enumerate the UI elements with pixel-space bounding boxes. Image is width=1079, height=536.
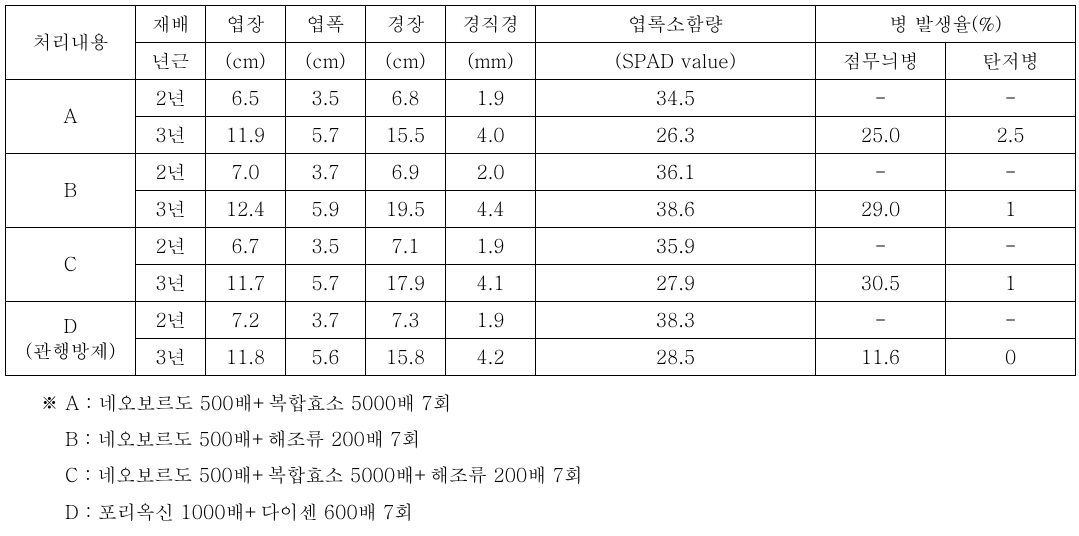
header-disease: 병 발생율(%) bbox=[816, 6, 1076, 43]
cell-year: 2년 bbox=[136, 302, 206, 339]
cell-spot: 29.0 bbox=[816, 191, 946, 228]
cell-leaf-w: 3.7 bbox=[286, 302, 366, 339]
cell-spot: - bbox=[816, 80, 946, 117]
table-notes: ※ A : 네오보르도 500배+복합효소 5000배 7회B : 네오보르도 … bbox=[5, 386, 1074, 529]
header-stemlen-bot: (cm) bbox=[366, 43, 446, 80]
cell-anth: 2.5 bbox=[946, 117, 1076, 154]
table-row: C2년6.73.57.11.935.9-- bbox=[6, 228, 1076, 265]
cell-leaf-w: 5.7 bbox=[286, 265, 366, 302]
cell-spot: - bbox=[816, 302, 946, 339]
cell-chl: 36.1 bbox=[536, 154, 816, 191]
cell-year: 3년 bbox=[136, 117, 206, 154]
cell-leaf-w: 5.7 bbox=[286, 117, 366, 154]
header-leafw-bot: (cm) bbox=[286, 43, 366, 80]
cell-spot: 30.5 bbox=[816, 265, 946, 302]
cell-anth: - bbox=[946, 302, 1076, 339]
cell-spot: - bbox=[816, 228, 946, 265]
cell-chl: 26.3 bbox=[536, 117, 816, 154]
cell-leaf-w: 3.5 bbox=[286, 228, 366, 265]
cell-leaf-len: 11.8 bbox=[206, 339, 286, 376]
cell-anth: - bbox=[946, 80, 1076, 117]
header-spot: 점무늬병 bbox=[816, 43, 946, 80]
table-row: A2년6.53.56.81.934.5-- bbox=[6, 80, 1076, 117]
header-year-bot: 년근 bbox=[136, 43, 206, 80]
cell-leaf-w: 5.6 bbox=[286, 339, 366, 376]
cell-leaf-w: 3.5 bbox=[286, 80, 366, 117]
note-line: D : 포리옥신 1000배+다이센 600배 7회 bbox=[65, 495, 1074, 529]
cell-anth: 1 bbox=[946, 265, 1076, 302]
cell-chl: 38.6 bbox=[536, 191, 816, 228]
cell-leaf-len: 12.4 bbox=[206, 191, 286, 228]
table-row: B2년7.03.76.92.036.1-- bbox=[6, 154, 1076, 191]
cell-year: 3년 bbox=[136, 265, 206, 302]
cell-stem-len: 6.9 bbox=[366, 154, 446, 191]
table-row: 3년11.95.715.54.026.325.02.5 bbox=[6, 117, 1076, 154]
cell-stem-d: 1.9 bbox=[446, 80, 536, 117]
cell-leaf-len: 6.5 bbox=[206, 80, 286, 117]
cell-chl: 34.5 bbox=[536, 80, 816, 117]
cell-stem-d: 4.2 bbox=[446, 339, 536, 376]
cell-leaf-w: 5.9 bbox=[286, 191, 366, 228]
cell-anth: - bbox=[946, 154, 1076, 191]
cell-stem-d: 4.4 bbox=[446, 191, 536, 228]
group-label: A bbox=[6, 80, 136, 154]
cell-year: 2년 bbox=[136, 154, 206, 191]
cell-stem-len: 19.5 bbox=[366, 191, 446, 228]
table-row: 3년11.85.615.84.228.511.60 bbox=[6, 339, 1076, 376]
cell-year: 2년 bbox=[136, 228, 206, 265]
header-leaflen-top: 엽장 bbox=[206, 6, 286, 43]
group-label: C bbox=[6, 228, 136, 302]
cell-year: 3년 bbox=[136, 339, 206, 376]
header-stemd-bot: (mm) bbox=[446, 43, 536, 80]
table-row: 3년11.75.717.94.127.930.51 bbox=[6, 265, 1076, 302]
header-anth: 탄저병 bbox=[946, 43, 1076, 80]
cell-spot: 11.6 bbox=[816, 339, 946, 376]
header-chl-top: 엽록소함량 bbox=[536, 6, 816, 43]
note-line: B : 네오보르도 500배+해조류 200배 7회 bbox=[65, 422, 1074, 456]
cell-chl: 28.5 bbox=[536, 339, 816, 376]
note-line: C : 네오보르도 500배+복합효소 5000배+해조류 200배 7회 bbox=[65, 458, 1074, 492]
cell-leaf-len: 7.0 bbox=[206, 154, 286, 191]
cell-leaf-len: 11.9 bbox=[206, 117, 286, 154]
cell-anth: - bbox=[946, 228, 1076, 265]
cell-stem-d: 2.0 bbox=[446, 154, 536, 191]
header-treatment: 처리내용 bbox=[6, 6, 136, 80]
header-stemd-top: 경직경 bbox=[446, 6, 536, 43]
table-row: D(관행방제)2년7.23.77.31.938.3-- bbox=[6, 302, 1076, 339]
cell-stem-d: 4.1 bbox=[446, 265, 536, 302]
cell-leaf-len: 11.7 bbox=[206, 265, 286, 302]
group-label: D(관행방제) bbox=[6, 302, 136, 376]
data-table: 처리내용재배엽장엽폭경장경직경엽록소함량병 발생율(%)년근(cm)(cm)(c… bbox=[5, 5, 1076, 376]
cell-chl: 27.9 bbox=[536, 265, 816, 302]
header-stemlen-top: 경장 bbox=[366, 6, 446, 43]
cell-anth: 0 bbox=[946, 339, 1076, 376]
note-line: ※ A : 네오보르도 500배+복합효소 5000배 7회 bbox=[40, 386, 1074, 420]
cell-stem-len: 7.1 bbox=[366, 228, 446, 265]
cell-chl: 35.9 bbox=[536, 228, 816, 265]
table-row: 3년12.45.919.54.438.629.01 bbox=[6, 191, 1076, 228]
cell-leaf-len: 6.7 bbox=[206, 228, 286, 265]
cell-year: 2년 bbox=[136, 80, 206, 117]
cell-stem-len: 6.8 bbox=[366, 80, 446, 117]
cell-stem-len: 15.5 bbox=[366, 117, 446, 154]
cell-stem-d: 1.9 bbox=[446, 302, 536, 339]
cell-stem-d: 4.0 bbox=[446, 117, 536, 154]
cell-anth: 1 bbox=[946, 191, 1076, 228]
cell-stem-d: 1.9 bbox=[446, 228, 536, 265]
cell-leaf-w: 3.7 bbox=[286, 154, 366, 191]
cell-stem-len: 17.9 bbox=[366, 265, 446, 302]
header-leafw-top: 엽폭 bbox=[286, 6, 366, 43]
cell-year: 3년 bbox=[136, 191, 206, 228]
cell-leaf-len: 7.2 bbox=[206, 302, 286, 339]
header-year-top: 재배 bbox=[136, 6, 206, 43]
cell-spot: 25.0 bbox=[816, 117, 946, 154]
group-label: B bbox=[6, 154, 136, 228]
cell-stem-len: 15.8 bbox=[366, 339, 446, 376]
cell-spot: - bbox=[816, 154, 946, 191]
cell-stem-len: 7.3 bbox=[366, 302, 446, 339]
cell-chl: 38.3 bbox=[536, 302, 816, 339]
header-leaflen-bot: (cm) bbox=[206, 43, 286, 80]
header-chl-bot: (SPAD value) bbox=[536, 43, 816, 80]
